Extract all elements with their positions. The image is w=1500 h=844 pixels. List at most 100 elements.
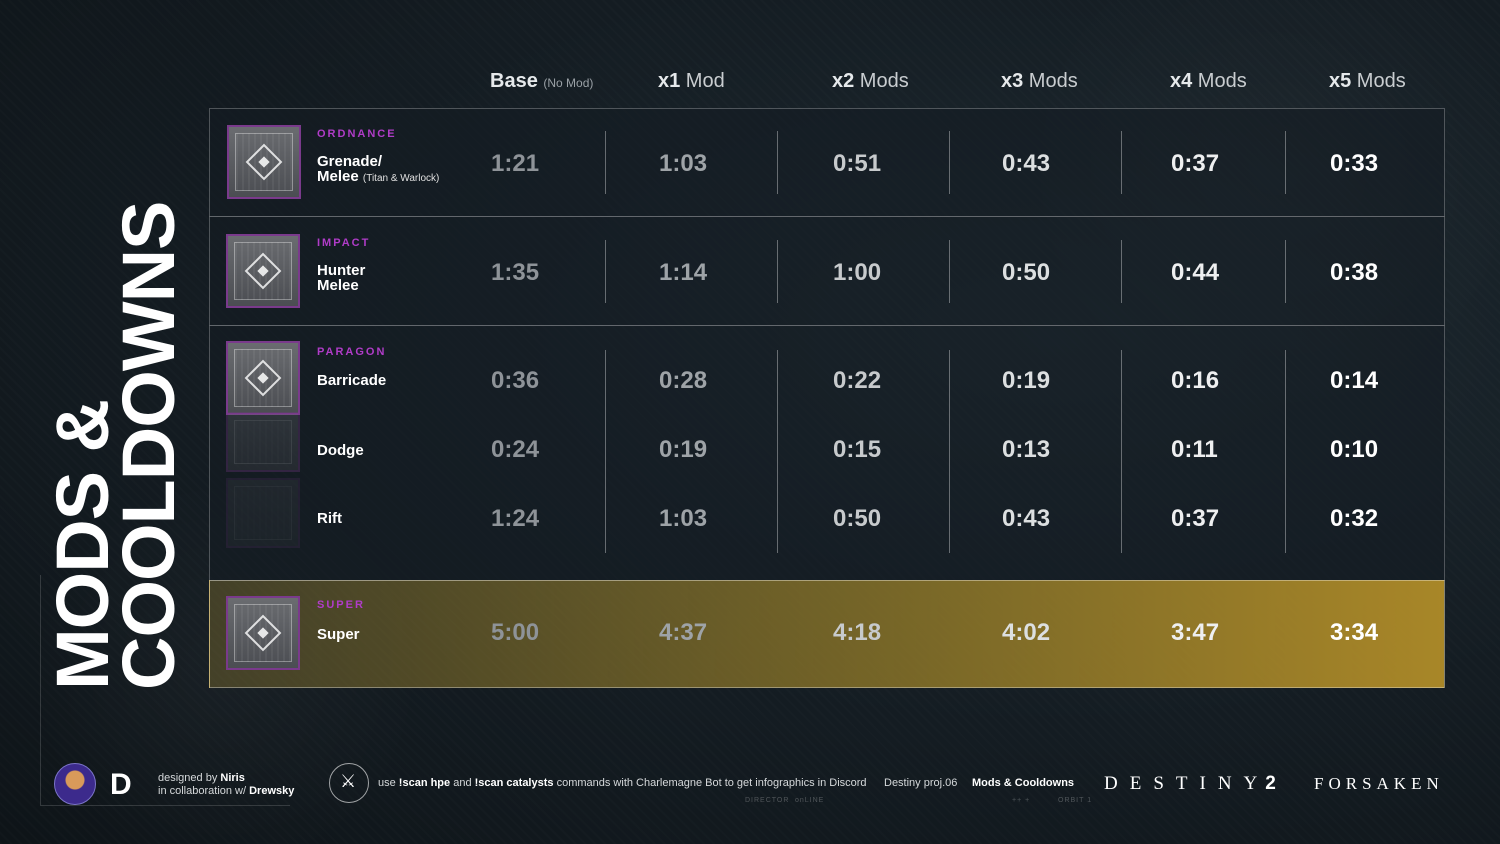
scan-command: !scan catalysts	[474, 777, 554, 789]
paragon-mod-icon-ghost	[226, 412, 300, 472]
cell-value: 1:03	[659, 150, 708, 177]
forsaken-logo: FORSAKEN	[1314, 774, 1444, 793]
table-row-ordnance	[209, 108, 1445, 217]
d-logo-icon: D	[110, 768, 132, 801]
name-line-1: Grenade/	[317, 153, 383, 170]
col-header-x4: x4 Mods	[1170, 70, 1247, 93]
header-bold: x1	[658, 70, 681, 92]
cell-value: 0:37	[1171, 150, 1220, 177]
table-row-impact	[209, 216, 1445, 326]
cell-value: 5:00	[491, 619, 540, 646]
col-separator	[1121, 350, 1122, 553]
designer-avatar	[54, 763, 96, 805]
row-name-super: Super	[317, 626, 360, 643]
header-small: (No Mod)	[543, 76, 594, 90]
cell-value: 4:02	[1002, 619, 1051, 646]
cell-value: 0:51	[833, 150, 882, 177]
cell-value: 0:50	[1002, 259, 1051, 286]
row-name-barricade: Barricade	[317, 372, 387, 389]
cell-value: 0:36	[491, 367, 540, 394]
tiny-label: ORBIT 1	[1058, 797, 1093, 804]
col-separator	[777, 240, 778, 303]
impact-mod-icon	[226, 234, 300, 308]
designer-name: Niris	[220, 772, 245, 784]
ordnance-mod-icon	[227, 125, 301, 199]
header-bold: Base	[490, 70, 538, 92]
cell-value: 1:14	[659, 259, 708, 286]
scan-text: and	[450, 777, 475, 789]
cell-value: 0:22	[833, 367, 882, 394]
col-header-base: Base (No Mod)	[490, 70, 593, 93]
title-line-2: COOLDOWNS	[107, 201, 190, 690]
header-bold: x5	[1329, 70, 1352, 92]
scan-message: use !scan hpe and !scan catalysts comman…	[378, 777, 867, 789]
cell-value: 0:37	[1171, 505, 1220, 532]
name-line-2: Melee	[317, 277, 359, 294]
cell-value: 1:35	[491, 259, 540, 286]
col-separator	[949, 350, 950, 553]
table-row-super	[209, 580, 1445, 688]
header-rest: Mods	[1192, 70, 1247, 92]
collab-prefix: in collaboration w/	[158, 785, 250, 797]
cell-value: 1:03	[659, 505, 708, 532]
cell-value: 4:37	[659, 619, 708, 646]
col-separator	[1285, 131, 1286, 194]
collaborator-name: Drewsky	[249, 785, 295, 797]
header-bold: x3	[1001, 70, 1024, 92]
col-separator	[949, 131, 950, 194]
header-bold: x2	[832, 70, 855, 92]
credit-prefix: designed by	[158, 772, 221, 784]
col-separator	[1121, 240, 1122, 303]
col-separator	[605, 350, 606, 553]
tiny-label: onLINE	[795, 797, 825, 804]
paragon-mod-icon-ghost	[226, 478, 300, 548]
paragon-mod-icon	[226, 341, 300, 415]
row-category: ORDNANCE	[317, 128, 397, 140]
cell-value: 0:28	[659, 367, 708, 394]
col-header-x2: x2 Mods	[832, 70, 909, 93]
cell-value: 3:34	[1330, 619, 1379, 646]
row-name-rift: Rift	[317, 510, 342, 527]
cell-value: 0:16	[1171, 367, 1220, 394]
project-id: Destiny proj.06	[884, 777, 958, 789]
header-rest: Mod	[680, 70, 725, 92]
decor-line	[40, 805, 290, 806]
header-bold: x4	[1170, 70, 1193, 92]
cell-value: 1:00	[833, 259, 882, 286]
name-line-2: Melee	[317, 168, 359, 185]
cell-value: 0:10	[1330, 436, 1379, 463]
row-category: PARAGON	[317, 346, 387, 358]
brand-destiny: DESTINY	[1104, 773, 1270, 794]
scan-text: use	[378, 777, 399, 789]
col-header-x1: x1 Mod	[658, 70, 725, 93]
col-separator	[1285, 240, 1286, 303]
destiny-2-logo: DESTINY2	[1104, 773, 1276, 795]
cell-value: 0:38	[1330, 259, 1379, 286]
col-separator	[605, 131, 606, 194]
row-category: SUPER	[317, 599, 365, 611]
col-header-x5: x5 Mods	[1329, 70, 1406, 93]
cell-value: 3:47	[1171, 619, 1220, 646]
cell-value: 0:43	[1002, 505, 1051, 532]
name-line-1: Hunter	[317, 262, 366, 279]
cell-value: 1:24	[491, 505, 540, 532]
col-separator	[1285, 350, 1286, 553]
scan-text: commands with Charlemagne Bot to get inf…	[553, 777, 867, 789]
cell-value: 0:15	[833, 436, 882, 463]
row-name-dodge: Dodge	[317, 442, 364, 459]
row-category: IMPACT	[317, 237, 371, 249]
charlemagne-icon	[329, 763, 369, 803]
col-separator	[1121, 131, 1122, 194]
header-rest: Mods	[1023, 70, 1078, 92]
project-name: Mods & Cooldowns	[972, 777, 1075, 789]
row-name: Hunter Melee	[317, 263, 365, 293]
col-separator	[777, 350, 778, 553]
cell-value: 0:14	[1330, 367, 1379, 394]
cell-value: 0:33	[1330, 150, 1379, 177]
tiny-label: ++ +	[1012, 797, 1031, 804]
scan-command: !scan hpe	[398, 777, 451, 789]
brand-two: 2	[1265, 773, 1276, 794]
col-separator	[605, 240, 606, 303]
cell-value: 0:50	[833, 505, 882, 532]
cell-value: 1:21	[491, 150, 540, 177]
